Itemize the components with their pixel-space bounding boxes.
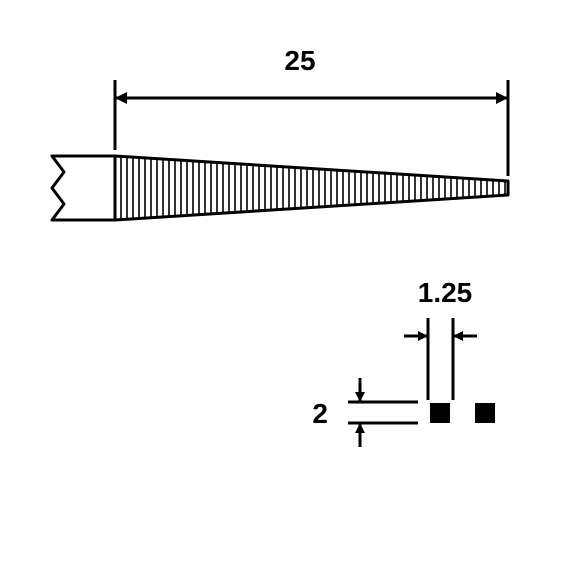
tip-cross-section-2 (475, 403, 495, 423)
tip-cross-section-1 (430, 403, 450, 423)
technical-drawing: 25 1.25 2 (0, 0, 568, 568)
dim-tipwidth-label: 1.25 (418, 277, 473, 308)
dim-length-label: 25 (284, 45, 315, 76)
hatching (115, 154, 505, 222)
dim-tipheight-label: 2 (312, 398, 328, 429)
